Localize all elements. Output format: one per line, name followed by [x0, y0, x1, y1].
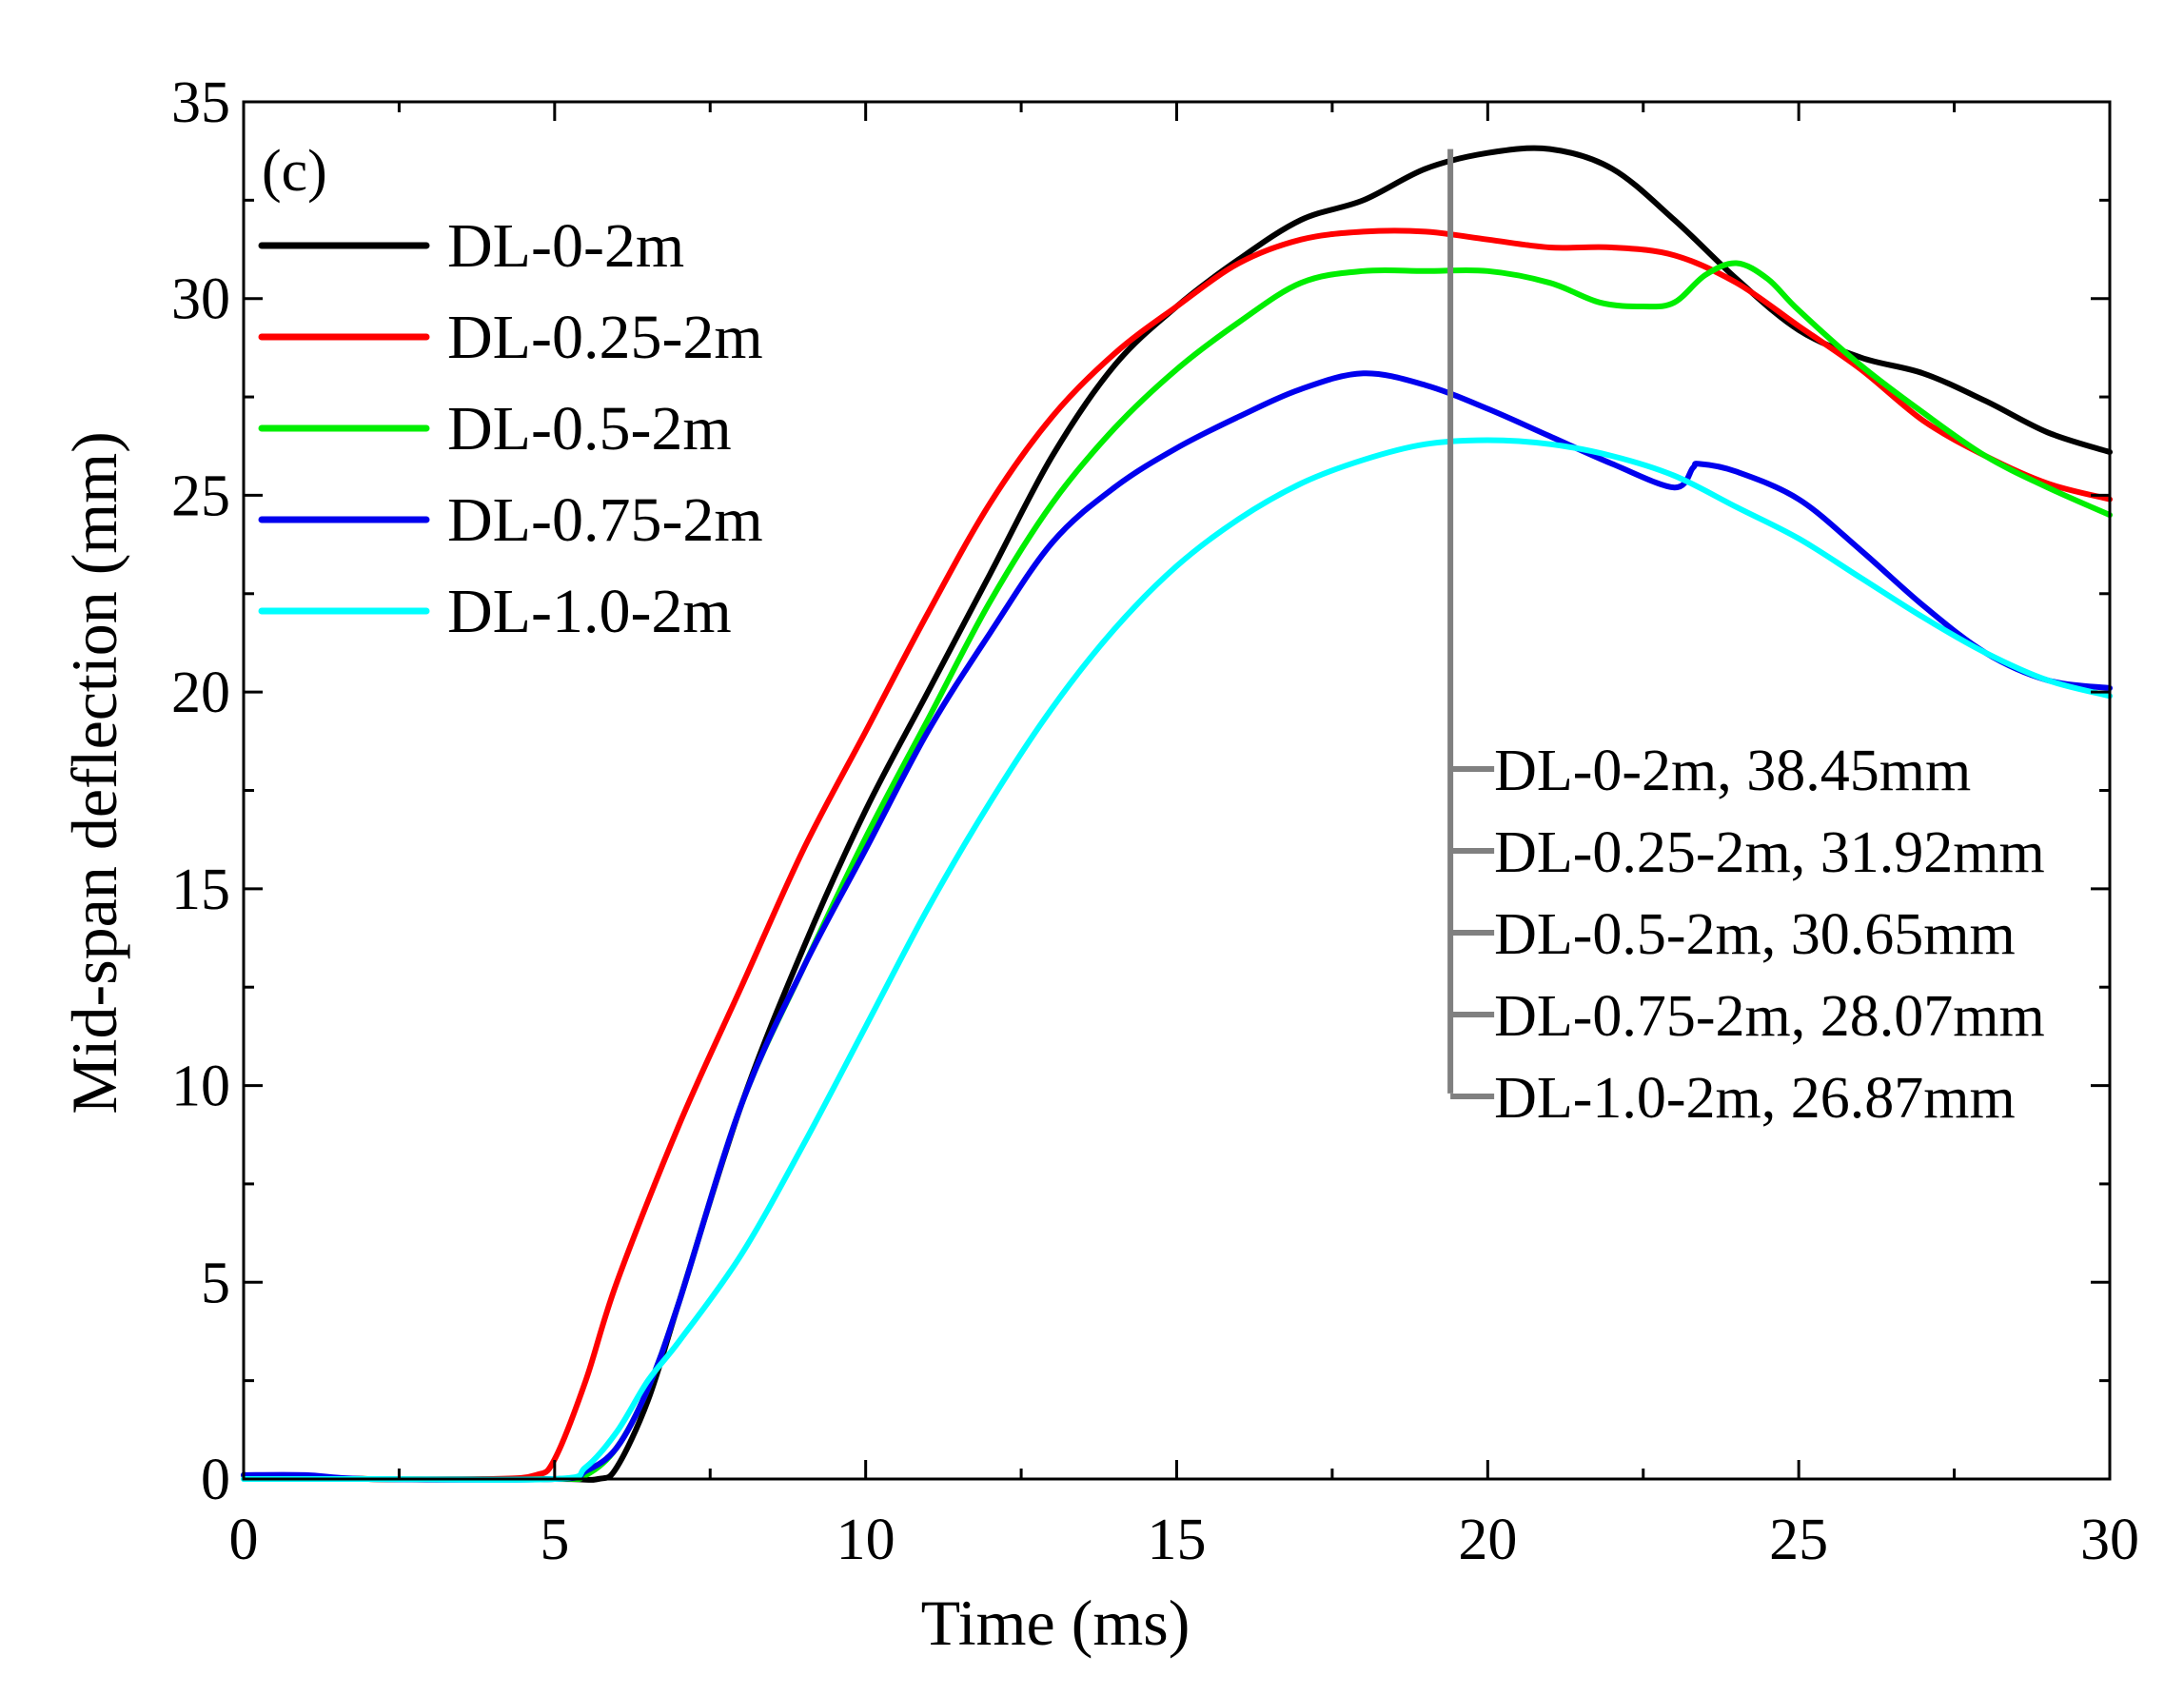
legend: DL-0-2m DL-0.25-2m DL-0.5-2m DL-0.75-2m DL-1…	[258, 211, 763, 646]
legend-label-1: DL-0.25-2m	[447, 303, 763, 372]
panel-label: (c)	[262, 139, 327, 204]
x-tick-label: 15	[1148, 1508, 1207, 1572]
legend-label-2: DL-0.5-2m	[447, 394, 732, 463]
x-axis-ticks: 0 5 10 15 20 25 30	[229, 102, 2139, 1572]
y-tick-label: 20	[171, 661, 230, 725]
x-tick-label: 30	[2080, 1508, 2139, 1572]
annotation-layer: DL-0-2m, 38.45mm DL-0.25-2m, 31.92mm DL-0.…	[1447, 148, 2045, 1131]
x-tick-label: 0	[229, 1508, 259, 1572]
annotation-label-4: DL-1.0-2m, 26.87mm	[1494, 1066, 2016, 1131]
y-tick-label: 5	[201, 1251, 230, 1315]
x-tick-label: 10	[836, 1508, 895, 1572]
y-axis-ticks: 0 5 10 15 20 25 30 35	[171, 70, 2110, 1512]
annotation-label-3: DL-0.75-2m, 28.07mm	[1494, 984, 2045, 1049]
legend-label-3: DL-0.75-2m	[447, 485, 763, 555]
y-tick-label: 25	[171, 463, 230, 528]
y-tick-label: 0	[201, 1448, 230, 1512]
y-tick-label: 10	[171, 1055, 230, 1119]
series-line-0	[241, 145, 2113, 1483]
annotation-label-2: DL-0.5-2m, 30.65mm	[1494, 902, 2016, 967]
y-axis-title: Mid-span deflection (mm)	[58, 431, 130, 1114]
x-tick-label: 20	[1458, 1508, 1517, 1572]
series-line-3	[241, 370, 2113, 1483]
series-layer	[241, 145, 2113, 1483]
x-tick-label: 5	[540, 1508, 569, 1572]
x-axis-title: Time (ms)	[921, 1587, 1190, 1659]
legend-label-0: DL-0-2m	[447, 211, 684, 281]
legend-label-4: DL-1.0-2m	[447, 577, 732, 646]
annotation-label-0: DL-0-2m, 38.45mm	[1494, 739, 1971, 803]
series-line-4	[241, 437, 2113, 1483]
x-tick-label: 25	[1769, 1508, 1828, 1572]
y-tick-label: 30	[171, 267, 230, 332]
y-tick-label: 35	[171, 70, 230, 135]
series-line-1	[241, 227, 2113, 1483]
y-tick-label: 15	[171, 858, 230, 922]
annotation-label-1: DL-0.25-2m, 31.92mm	[1494, 820, 2045, 885]
